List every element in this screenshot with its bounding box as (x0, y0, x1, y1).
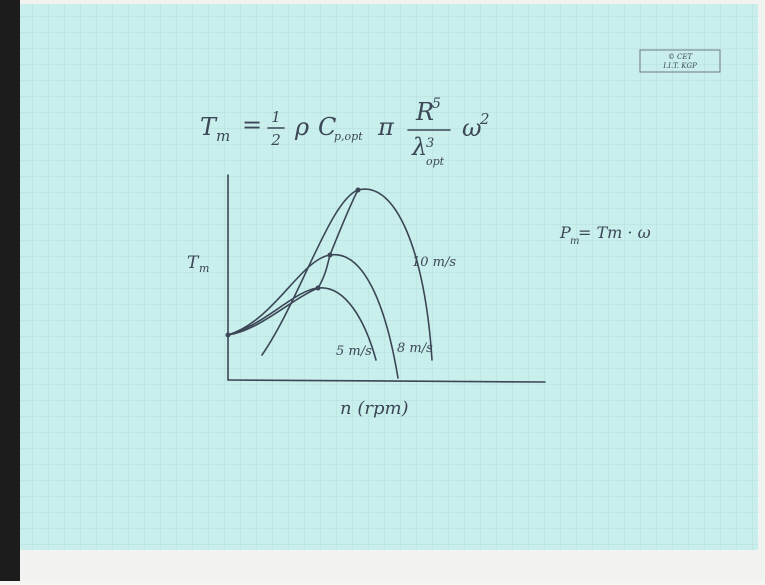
stamp-line: © CET (668, 53, 694, 61)
x-label: n (rpm) (340, 398, 409, 419)
curve-label: 5 m/s (336, 344, 372, 359)
point (226, 333, 231, 338)
formula-omega-sup: 2 (479, 110, 490, 128)
dark-edge (0, 0, 20, 581)
point (328, 253, 333, 258)
y-label-sub: m (199, 262, 209, 275)
formula-c-sub: p,opt (334, 130, 363, 143)
slide: © CET I.I.T. KGP T m = 1 2 ρ C p,opt π R… (0, 0, 765, 581)
formula-rho: ρ (294, 113, 309, 141)
formula-half-num: 1 (271, 108, 281, 126)
formula-den-sup: 3 (426, 136, 434, 151)
formula-num-sup: 5 (432, 96, 441, 112)
point (356, 188, 361, 193)
power-rhs: = Tm · ω (578, 223, 651, 242)
stamp-line: I.I.T. KGP (662, 62, 697, 70)
point (316, 286, 321, 291)
formula-equals: = (242, 111, 262, 139)
paper-grid (20, 4, 758, 550)
curve-label: 10 m/s (412, 255, 456, 270)
formula-half-den: 2 (270, 131, 281, 149)
formula-den: λ (411, 133, 427, 161)
curve-label: 8 m/s (397, 341, 433, 356)
formula-pi: π (377, 113, 395, 141)
formula-omega: ω (462, 114, 482, 142)
formula-lhs-sub: m (216, 127, 230, 145)
formula-den-sub: opt (426, 155, 445, 168)
